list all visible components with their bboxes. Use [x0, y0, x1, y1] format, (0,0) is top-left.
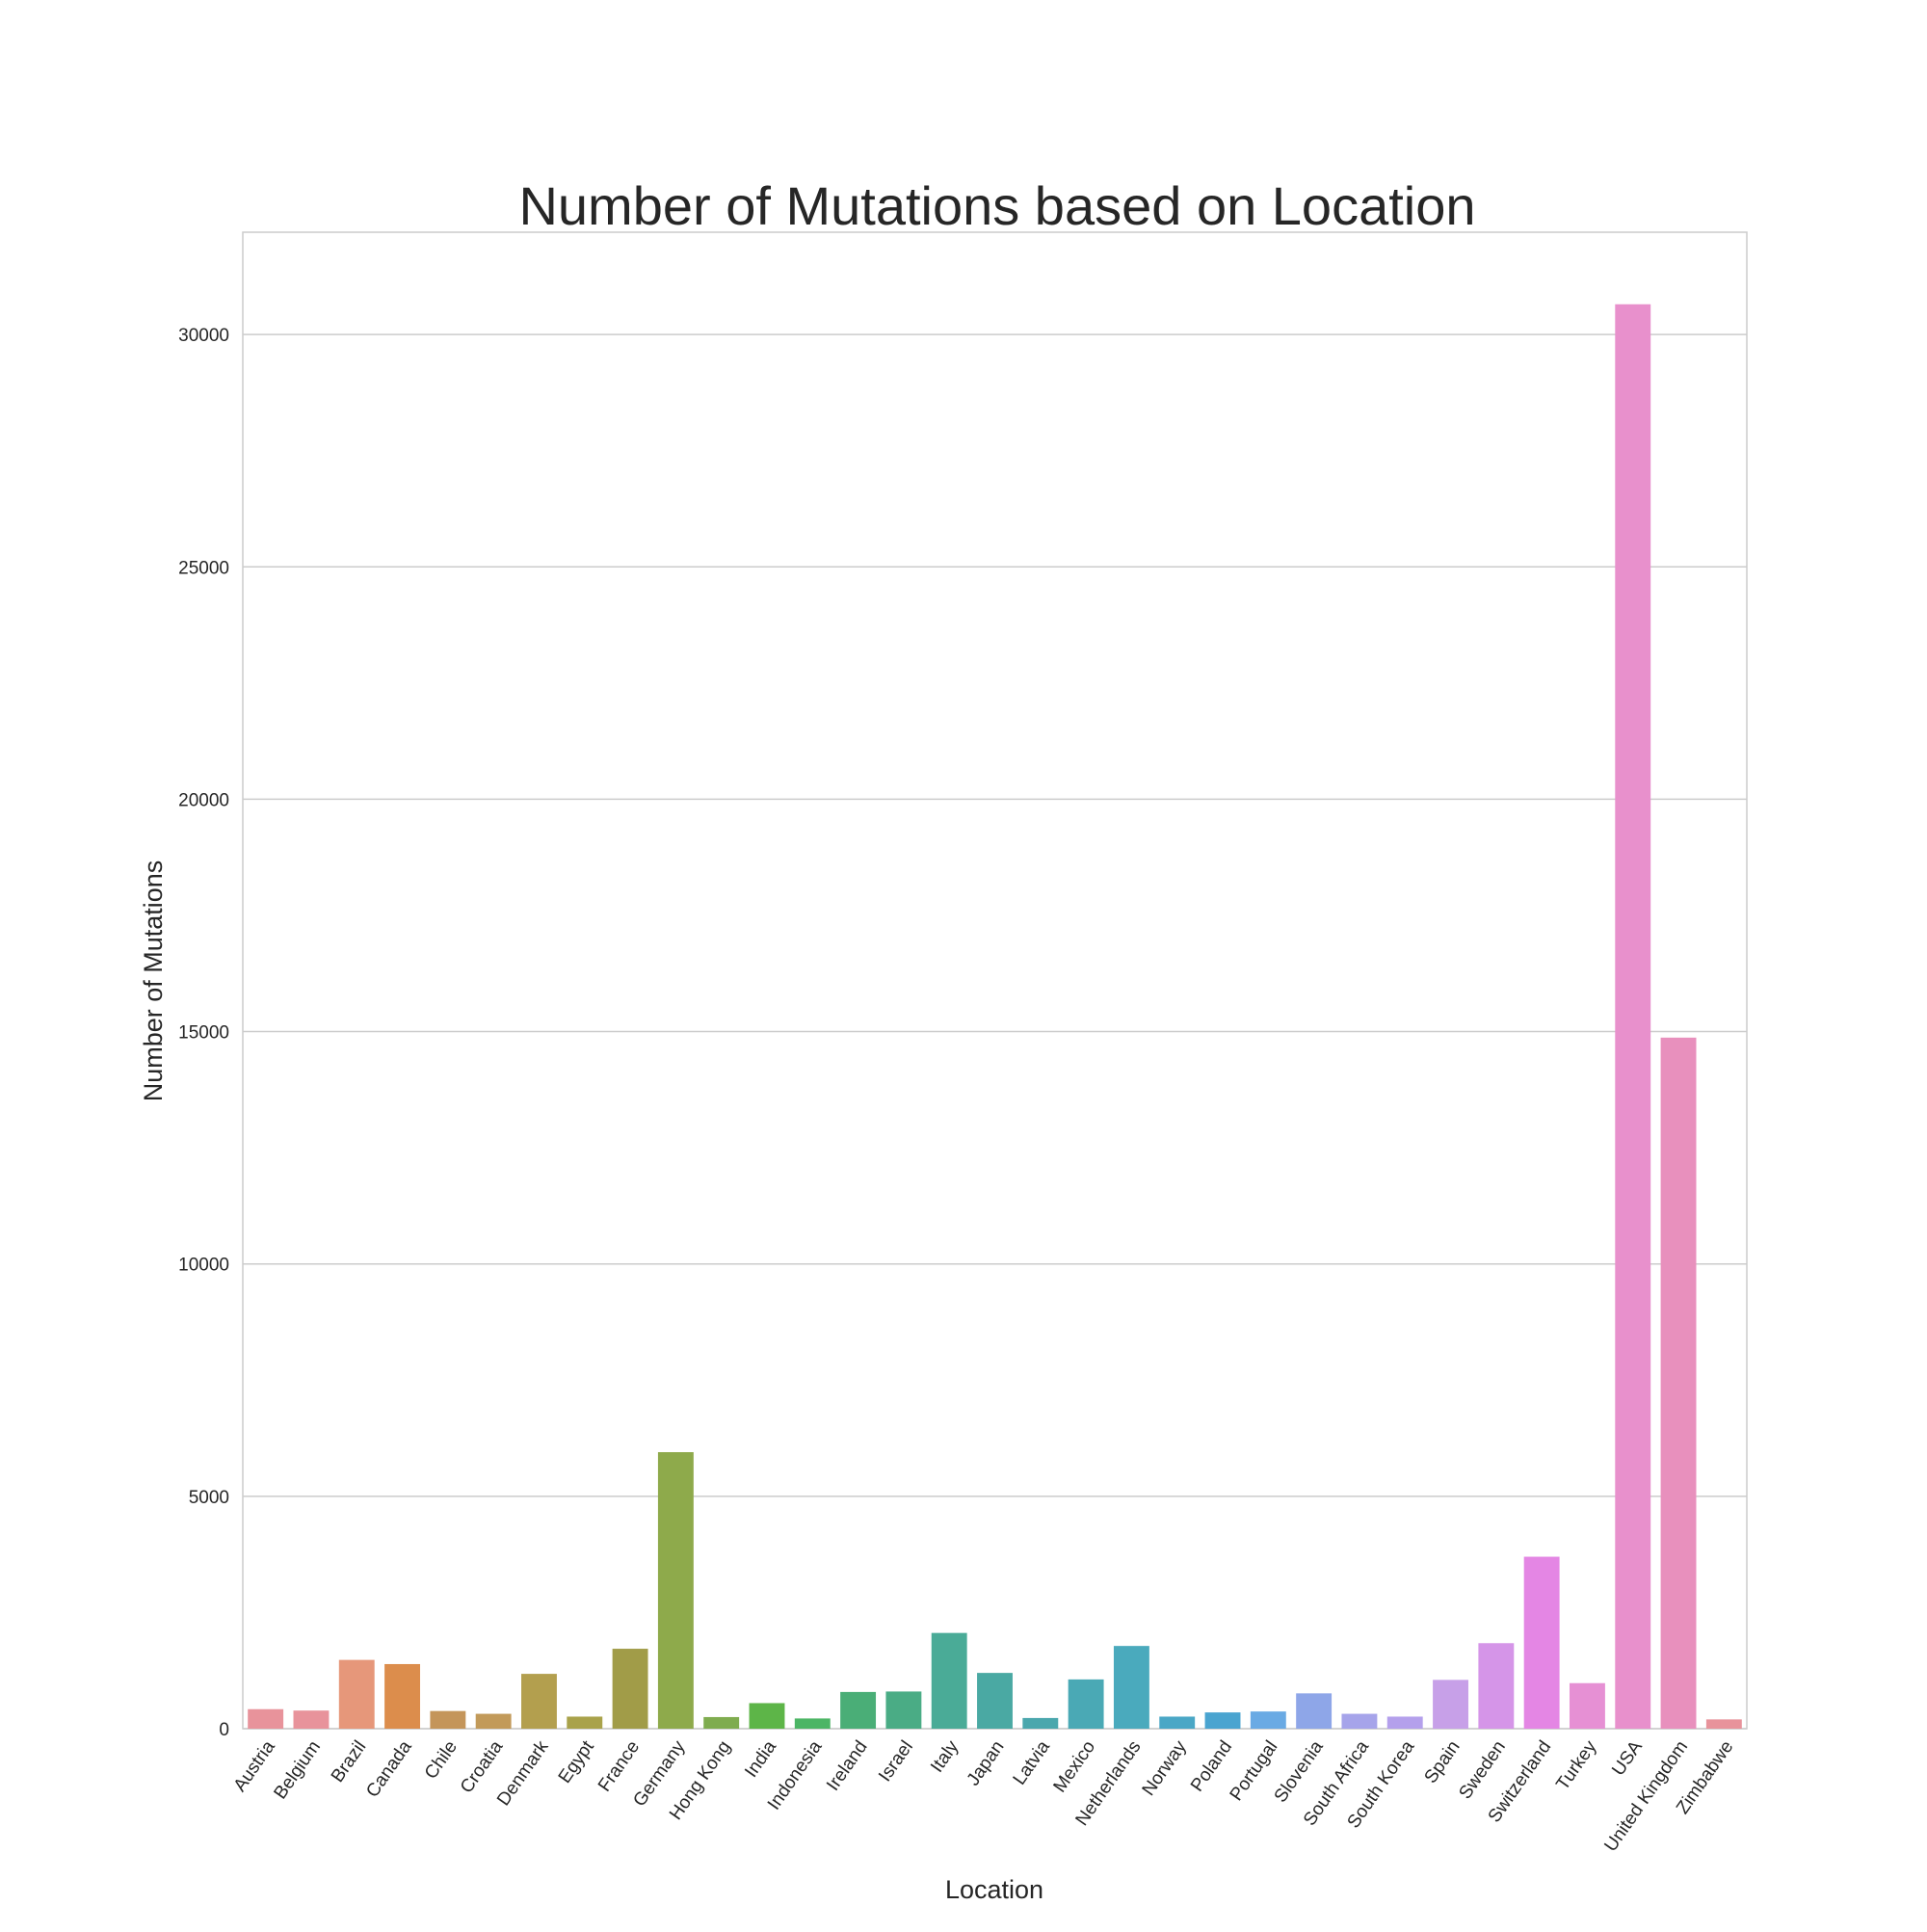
- bar-spain: [1433, 1680, 1468, 1729]
- bar-poland: [1204, 1712, 1241, 1729]
- x-tick-label: Israel: [875, 1737, 917, 1786]
- x-tick-label: Austria: [230, 1736, 279, 1795]
- chart-title: Number of Mutations based on Location: [518, 175, 1475, 236]
- bar-switzerland: [1523, 1556, 1560, 1729]
- y-tick-label: 25000: [178, 558, 229, 578]
- x-tick-label: Mexico: [1049, 1737, 1099, 1796]
- x-tick-label: France: [594, 1737, 644, 1795]
- bar-egypt: [567, 1716, 603, 1729]
- x-tick-label: Belgium: [270, 1737, 325, 1803]
- bar-ireland: [840, 1691, 877, 1729]
- x-tick-label: Spain: [1421, 1737, 1465, 1787]
- bar-japan: [977, 1673, 1013, 1729]
- bar-france: [612, 1649, 648, 1729]
- bar-italy: [931, 1632, 967, 1729]
- bar-norway: [1159, 1716, 1196, 1729]
- x-tick-label: Chile: [421, 1737, 462, 1784]
- y-tick-label: 5000: [189, 1488, 229, 1508]
- bar-south-korea: [1386, 1716, 1423, 1729]
- bar-turkey: [1569, 1682, 1605, 1729]
- bar-latvia: [1022, 1717, 1059, 1729]
- x-tick-label: Japan: [964, 1737, 1009, 1789]
- x-tick-label: Canada: [362, 1736, 416, 1801]
- bar-india: [749, 1703, 785, 1729]
- y-axis-label: Number of Mutations: [139, 860, 168, 1102]
- bar-south-africa: [1341, 1713, 1378, 1729]
- bar-chile: [430, 1710, 466, 1729]
- bar-brazil: [338, 1659, 375, 1729]
- gridlines: [243, 333, 1747, 1730]
- bar-belgium: [293, 1710, 330, 1729]
- bar-israel: [885, 1691, 922, 1729]
- bar-zimbabwe: [1705, 1719, 1742, 1729]
- x-tick-label: Turkey: [1552, 1736, 1600, 1793]
- x-tick-label: USA: [1608, 1737, 1647, 1780]
- y-tick-label: 30000: [178, 326, 229, 346]
- y-tick-label: 10000: [178, 1256, 229, 1276]
- bar-germany: [657, 1452, 694, 1729]
- x-tick-label: Norway: [1139, 1736, 1191, 1799]
- y-tick-label: 20000: [178, 790, 229, 810]
- x-axis-label: Location: [945, 1875, 1043, 1904]
- bar-indonesia: [794, 1718, 831, 1729]
- bar-united-kingdom: [1660, 1037, 1697, 1729]
- x-tick-label: Brazil: [328, 1737, 370, 1786]
- bar-austria: [248, 1708, 284, 1729]
- bar-croatia: [475, 1713, 512, 1729]
- x-tick-label: India: [741, 1736, 780, 1781]
- plot-frame: [242, 231, 1748, 1730]
- bar-sweden: [1478, 1643, 1515, 1729]
- bar-portugal: [1250, 1711, 1286, 1729]
- bar-denmark: [521, 1674, 557, 1729]
- bar-mexico: [1068, 1679, 1104, 1729]
- bar-hong-kong: [703, 1716, 740, 1729]
- x-tick-label: Ireland: [823, 1737, 872, 1795]
- x-tick-label: United Kingdom: [1600, 1737, 1692, 1856]
- y-axis-ticks: 0 5000 10000 15000 20000 25000 30000: [178, 326, 229, 1740]
- x-tick-label: Italy: [927, 1736, 963, 1776]
- bar-canada: [384, 1663, 421, 1729]
- x-tick-label: Latvia: [1010, 1736, 1055, 1788]
- x-tick-label: Egypt: [555, 1736, 598, 1786]
- bars: [248, 304, 1742, 1729]
- y-tick-label: 15000: [178, 1023, 229, 1044]
- bar-slovenia: [1296, 1693, 1333, 1729]
- bar-usa: [1615, 304, 1651, 1729]
- bar-netherlands: [1113, 1646, 1149, 1729]
- x-tick-label: Poland: [1187, 1737, 1236, 1796]
- y-tick-label: 0: [219, 1720, 229, 1740]
